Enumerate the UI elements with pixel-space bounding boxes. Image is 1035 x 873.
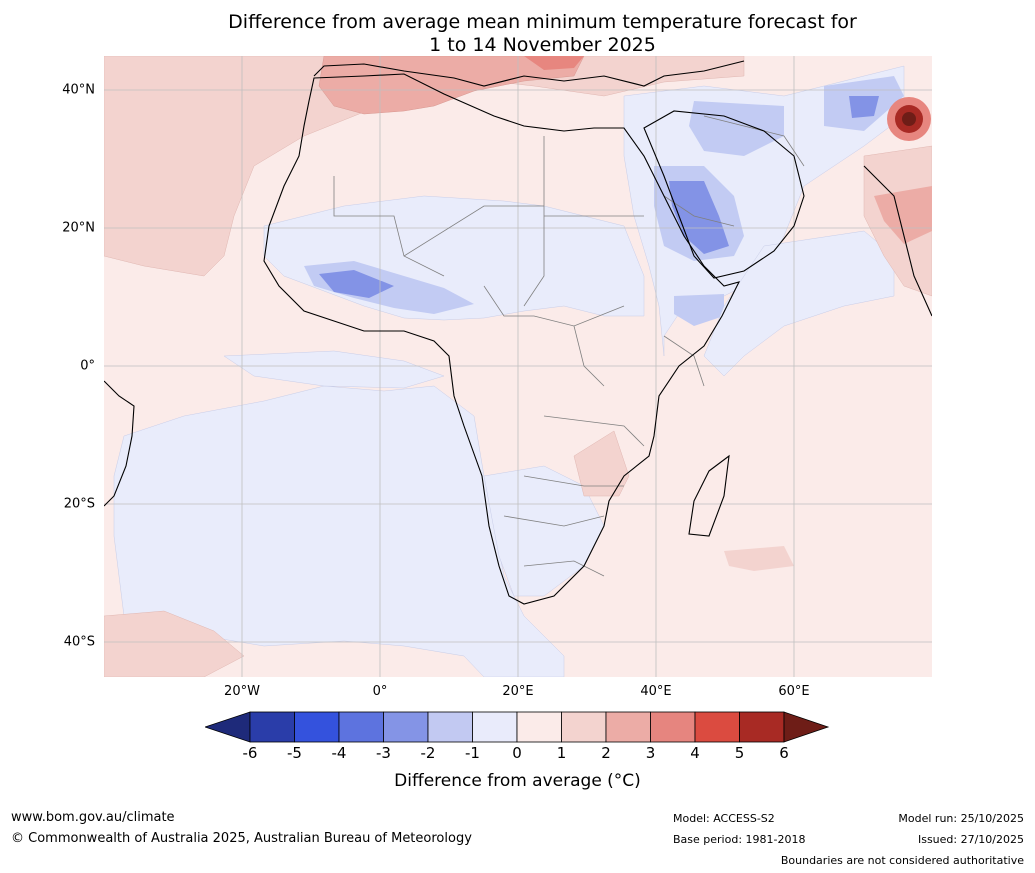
- anomaly-cool-sahel-strong: [319, 270, 394, 298]
- footer-model-run: Model run: 25/10/2025: [898, 812, 1024, 825]
- colorbar-bin: [561, 711, 607, 743]
- madagascar-coastline: [688, 454, 730, 537]
- colorbar-bin: [338, 711, 384, 743]
- lat-label-0: 0°: [80, 358, 95, 374]
- india-coastline: [863, 165, 932, 317]
- anomaly-warm-india-core: [874, 186, 932, 244]
- arabia-coastline: [643, 110, 805, 279]
- colorbar-bin: [516, 711, 562, 743]
- map-title-line-1: Difference from average mean minimum tem…: [228, 11, 857, 33]
- anomaly-cool-caspian-strong: [849, 96, 879, 118]
- colorbar-bin: [383, 711, 429, 743]
- colorbar-bin: [650, 711, 696, 743]
- lon-label-60e: 60°E: [778, 684, 810, 699]
- west-cape-coastline: [104, 380, 135, 507]
- coastlines: [104, 60, 932, 605]
- lon-label-20w: 20°W: [224, 684, 260, 699]
- footer-disclaimer: Boundaries are not considered authoritat…: [780, 854, 1024, 867]
- colorbar-bin: [294, 711, 340, 743]
- colorbar-under-arrow: [203, 711, 251, 743]
- lon-label-0: 0°: [372, 684, 388, 699]
- footer-copyright: © Commonwealth of Australia 2025, Austra…: [11, 831, 472, 846]
- colorbar-tick-label: -1: [465, 744, 480, 762]
- lon-label-20e: 20°E: [502, 684, 534, 699]
- colorbar-bin: [472, 711, 518, 743]
- footer-base-period: Base period: 1981-2018: [673, 833, 806, 846]
- colorbar-graphic: [203, 711, 830, 743]
- footer-model: Model: ACCESS-S2: [673, 812, 775, 825]
- colorbar-tick-label: 0: [512, 744, 522, 762]
- anomaly-cool-horn: [674, 294, 724, 326]
- colorbar-tick-label: 6: [779, 744, 789, 762]
- anomaly-hot-spot-core: [902, 112, 916, 126]
- colorbar-bin: [427, 711, 473, 743]
- graticule: [104, 56, 932, 677]
- lat-label-40n: 40°N: [62, 82, 95, 98]
- anomaly-warm-northwest: [104, 56, 745, 277]
- colorbar-tick-label: -6: [242, 744, 258, 762]
- footer-website: www.bom.gov.au/climate: [11, 810, 175, 825]
- colorbar-tick-label: -2: [420, 744, 436, 762]
- colorbar-tick-label: -4: [331, 744, 347, 762]
- colorbar-bin: [739, 711, 785, 743]
- europe-coastline: [313, 60, 745, 87]
- anomaly-warm-madagascar-sea: [724, 546, 794, 571]
- colorbar-title: Difference from average (°C): [394, 771, 641, 791]
- lat-label-20n: 20°N: [62, 220, 95, 236]
- colorbar-over-arrow: [783, 711, 830, 743]
- colorbar-bin: [694, 711, 740, 743]
- colorbar-tick-label: 4: [690, 744, 700, 762]
- colorbar-tick-label: 2: [601, 744, 611, 762]
- colorbar-tick-label: -3: [376, 744, 391, 762]
- map-title-line-2: 1 to 14 November 2025: [429, 34, 656, 56]
- anomaly-warm-southwest: [104, 610, 245, 677]
- colorbar-tick-label: 1: [556, 744, 567, 762]
- lat-label-20s: 20°S: [63, 496, 95, 512]
- colorbar-tick-label: -5: [287, 744, 302, 762]
- footer-issued: Issued: 27/10/2025: [917, 833, 1024, 846]
- anomaly-warm-italy: [524, 56, 584, 70]
- colorbar-tick-label: 5: [734, 744, 745, 762]
- colorbar-bin: [605, 711, 651, 743]
- lat-label-40s: 40°S: [63, 634, 95, 650]
- colorbar-tick-label: 3: [645, 744, 656, 762]
- forecast-map: [104, 56, 932, 677]
- africa-coastline: [263, 73, 741, 605]
- anomaly-cool-atlantic-north: [223, 350, 445, 389]
- colorbar-bin: [249, 711, 295, 743]
- colorbar: [203, 710, 830, 744]
- lon-label-40e: 40°E: [640, 684, 672, 699]
